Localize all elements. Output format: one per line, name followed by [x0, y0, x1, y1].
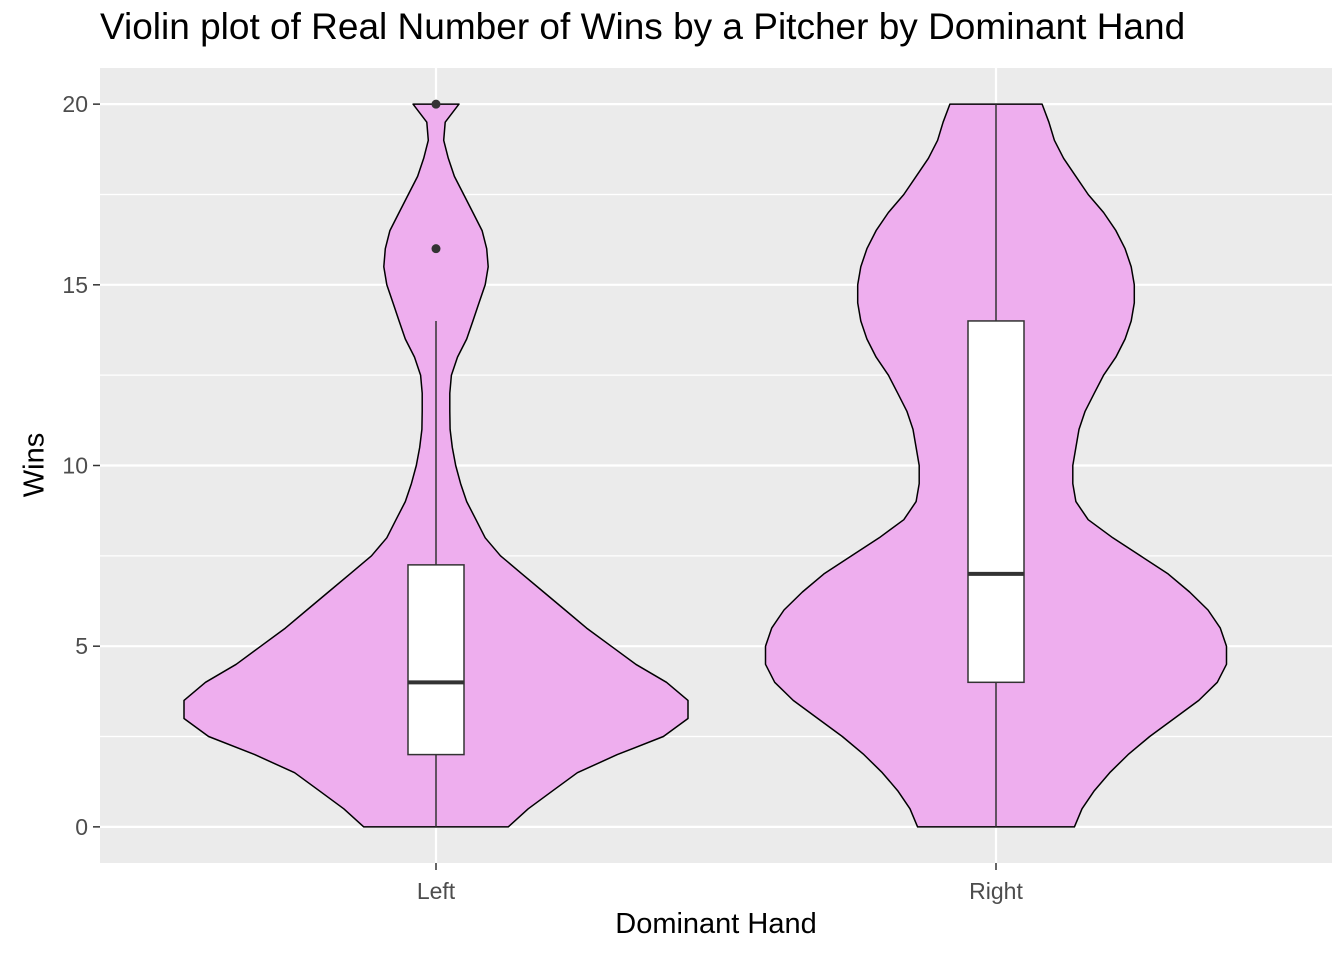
x-tick-label: Right	[969, 878, 1023, 904]
y-tick-label: 0	[75, 814, 88, 840]
y-tick-label: 20	[62, 91, 88, 117]
box-right	[967, 320, 1025, 684]
outlier-point	[431, 244, 441, 254]
y-axis: 0 5 10 15 20	[62, 91, 100, 840]
y-tick-label: 15	[62, 272, 88, 298]
box-left	[407, 564, 465, 756]
y-tick-label: 5	[75, 633, 88, 659]
x-axis: Left Right	[417, 863, 1023, 904]
boxplots	[407, 104, 1025, 827]
outlier-point	[431, 99, 441, 109]
y-axis-label: Wins	[18, 432, 51, 498]
y-tick-label: 10	[62, 453, 88, 479]
x-axis-label: Dominant Hand	[615, 908, 817, 940]
outlier-points	[431, 99, 441, 254]
x-tick-label: Left	[417, 878, 456, 904]
chart-title: Violin plot of Real Number of Wins by a …	[100, 6, 1186, 47]
